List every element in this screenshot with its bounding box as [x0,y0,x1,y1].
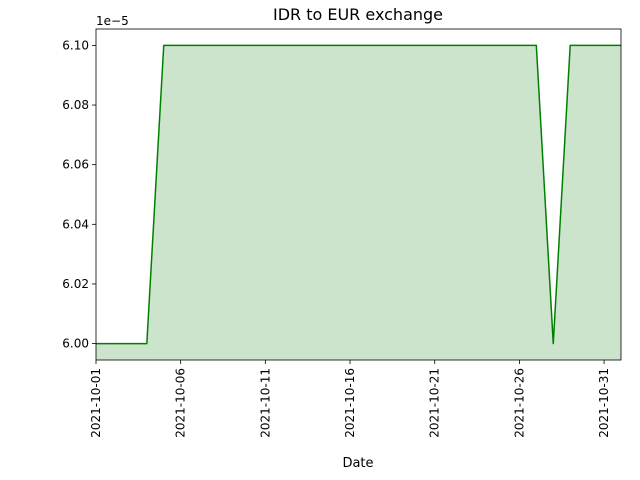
y-tick-label: 6.08 [62,98,89,112]
x-axis-label: Date [342,456,373,471]
x-tick-label: 2021-10-31 [597,368,611,438]
x-axis: 2021-10-01 2021-10-06 2021-10-11 2021-10-16… [89,360,611,438]
y-offset-label: 1e−5 [96,14,129,28]
y-tick-label: 6.02 [62,277,89,291]
y-tick-label: 6.04 [62,217,89,231]
x-tick-label: 2021-10-16 [343,368,357,438]
x-tick-label: 2021-10-21 [428,368,442,438]
y-axis: 6.00 6.02 6.04 6.06 6.08 6.10 [62,38,96,351]
y-tick-label: 6.00 [62,337,89,351]
area-fill [96,45,621,360]
x-tick-label: 2021-10-06 [174,368,188,438]
plot-area [95,28,622,361]
y-tick-label: 6.10 [62,38,89,52]
chart-title: IDR to EUR exchange [273,5,443,24]
plot-frame [95,28,622,361]
series-line [96,44,621,345]
x-tick-label: 2021-10-01 [89,368,103,438]
y-tick-label: 6.06 [62,158,89,172]
x-tick-label: 2021-10-26 [512,368,526,438]
x-tick-label: 2021-10-11 [258,368,272,438]
